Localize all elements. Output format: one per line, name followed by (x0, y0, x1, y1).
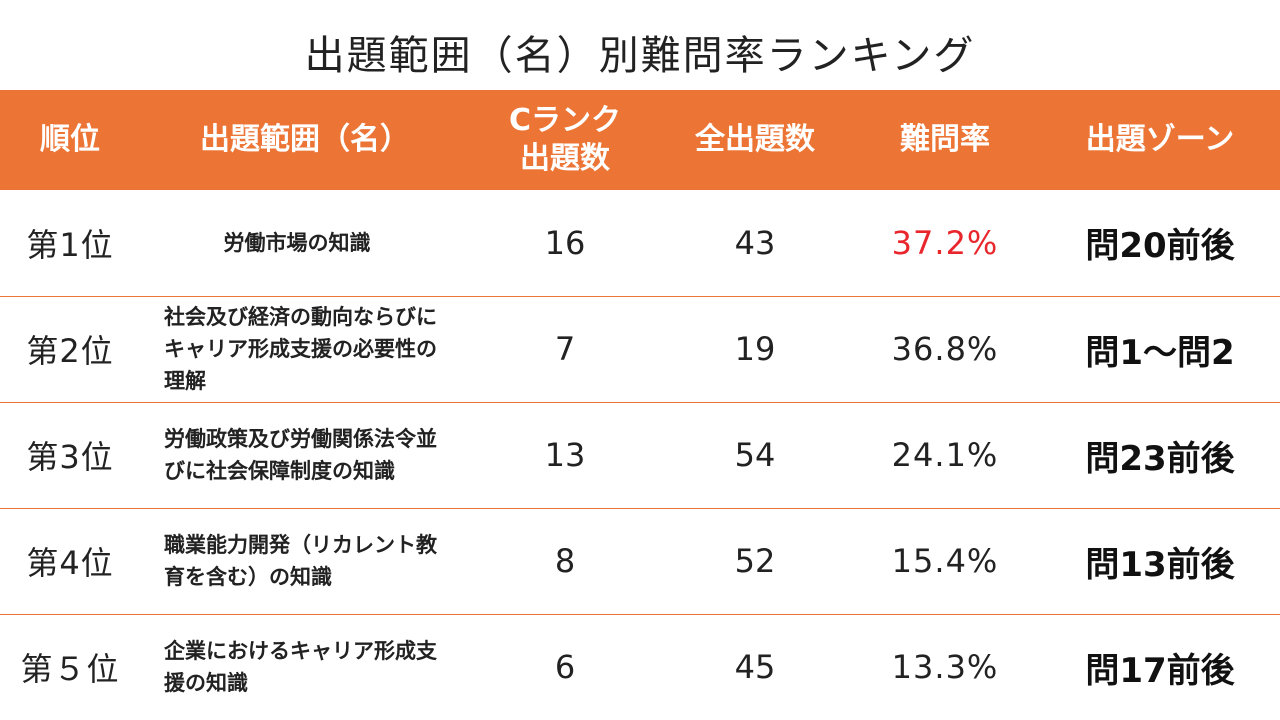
table-row: 第５位 企業におけるキャリア形成支援の知識 6 45 13.3% 問17前後 (0, 614, 1280, 720)
row-difficulty: 15.4% (891, 542, 999, 580)
row-category: 労働市場の知識 (223, 230, 371, 255)
row-category: 社会及び経済の動向ならびにキャリア形成支援の必要性の理解 (164, 305, 437, 393)
header-category: 出題範囲（名） (200, 122, 410, 157)
header-c-count: Cランク 出題数 (508, 103, 622, 176)
row-total: 54 (734, 436, 776, 474)
row-category: 職業能力開発（リカレント教育を含む）の知識 (164, 533, 437, 589)
table-row: 第2位 社会及び経済の動向ならびにキャリア形成支援の必要性の理解 7 19 36… (0, 296, 1280, 402)
row-total: 45 (734, 648, 776, 687)
row-category: 労働政策及び労働関係法令並びに社会保障制度の知識 (164, 427, 437, 483)
header-zone: 出題ゾーン (1085, 122, 1235, 157)
row-difficulty: 13.3% (891, 648, 999, 687)
row-total: 19 (734, 330, 776, 368)
row-zone: 問1～問2 (1085, 332, 1235, 373)
row-zone: 問13前後 (1085, 544, 1235, 585)
header-total: 全出題数 (695, 122, 815, 157)
row-zone: 問17前後 (1085, 650, 1235, 691)
table-body: 第1位 労働市場の知識 16 43 37.2% 問20前後 第2位 社会及び経済… (0, 190, 1280, 720)
header-difficulty: 難問率 (900, 122, 990, 157)
row-c-count: 6 (554, 648, 576, 687)
table-row: 第1位 労働市場の知識 16 43 37.2% 問20前後 (0, 190, 1280, 296)
row-rank: 第4位 (26, 544, 114, 582)
row-c-count: 16 (544, 223, 586, 262)
table-header: 順位 出題範囲（名） Cランク 出題数 全出題数 難問率 出題ゾーン (0, 90, 1280, 190)
row-category: 企業におけるキャリア形成支援の知識 (164, 639, 437, 696)
row-zone: 問23前後 (1085, 438, 1235, 479)
row-difficulty: 36.8% (891, 330, 999, 368)
table-row: 第3位 労働政策及び労働関係法令並びに社会保障制度の知識 13 54 24.1%… (0, 402, 1280, 508)
header-row: 順位 出題範囲（名） Cランク 出題数 全出題数 難問率 出題ゾーン (0, 90, 1280, 190)
header-rank: 順位 (40, 122, 100, 157)
row-zone: 問20前後 (1085, 226, 1235, 267)
row-difficulty: 24.1% (891, 436, 999, 474)
row-total: 43 (734, 223, 776, 262)
row-c-count: 7 (554, 330, 576, 368)
row-c-count: 8 (554, 542, 576, 580)
ranking-table: 順位 出題範囲（名） Cランク 出題数 全出題数 難問率 出題ゾーン 第1位 労… (0, 90, 1280, 720)
row-rank: 第3位 (26, 438, 114, 476)
table-row: 第4位 職業能力開発（リカレント教育を含む）の知識 8 52 15.4% 問13… (0, 508, 1280, 614)
page-title: 出題範囲（名）別難問率ランキング (304, 33, 976, 79)
row-difficulty: 37.2% (891, 223, 999, 262)
row-rank: 第1位 (26, 225, 114, 264)
row-total: 52 (734, 542, 776, 580)
row-rank: 第2位 (26, 332, 114, 370)
row-rank: 第５位 (20, 650, 120, 689)
row-c-count: 13 (544, 436, 586, 474)
